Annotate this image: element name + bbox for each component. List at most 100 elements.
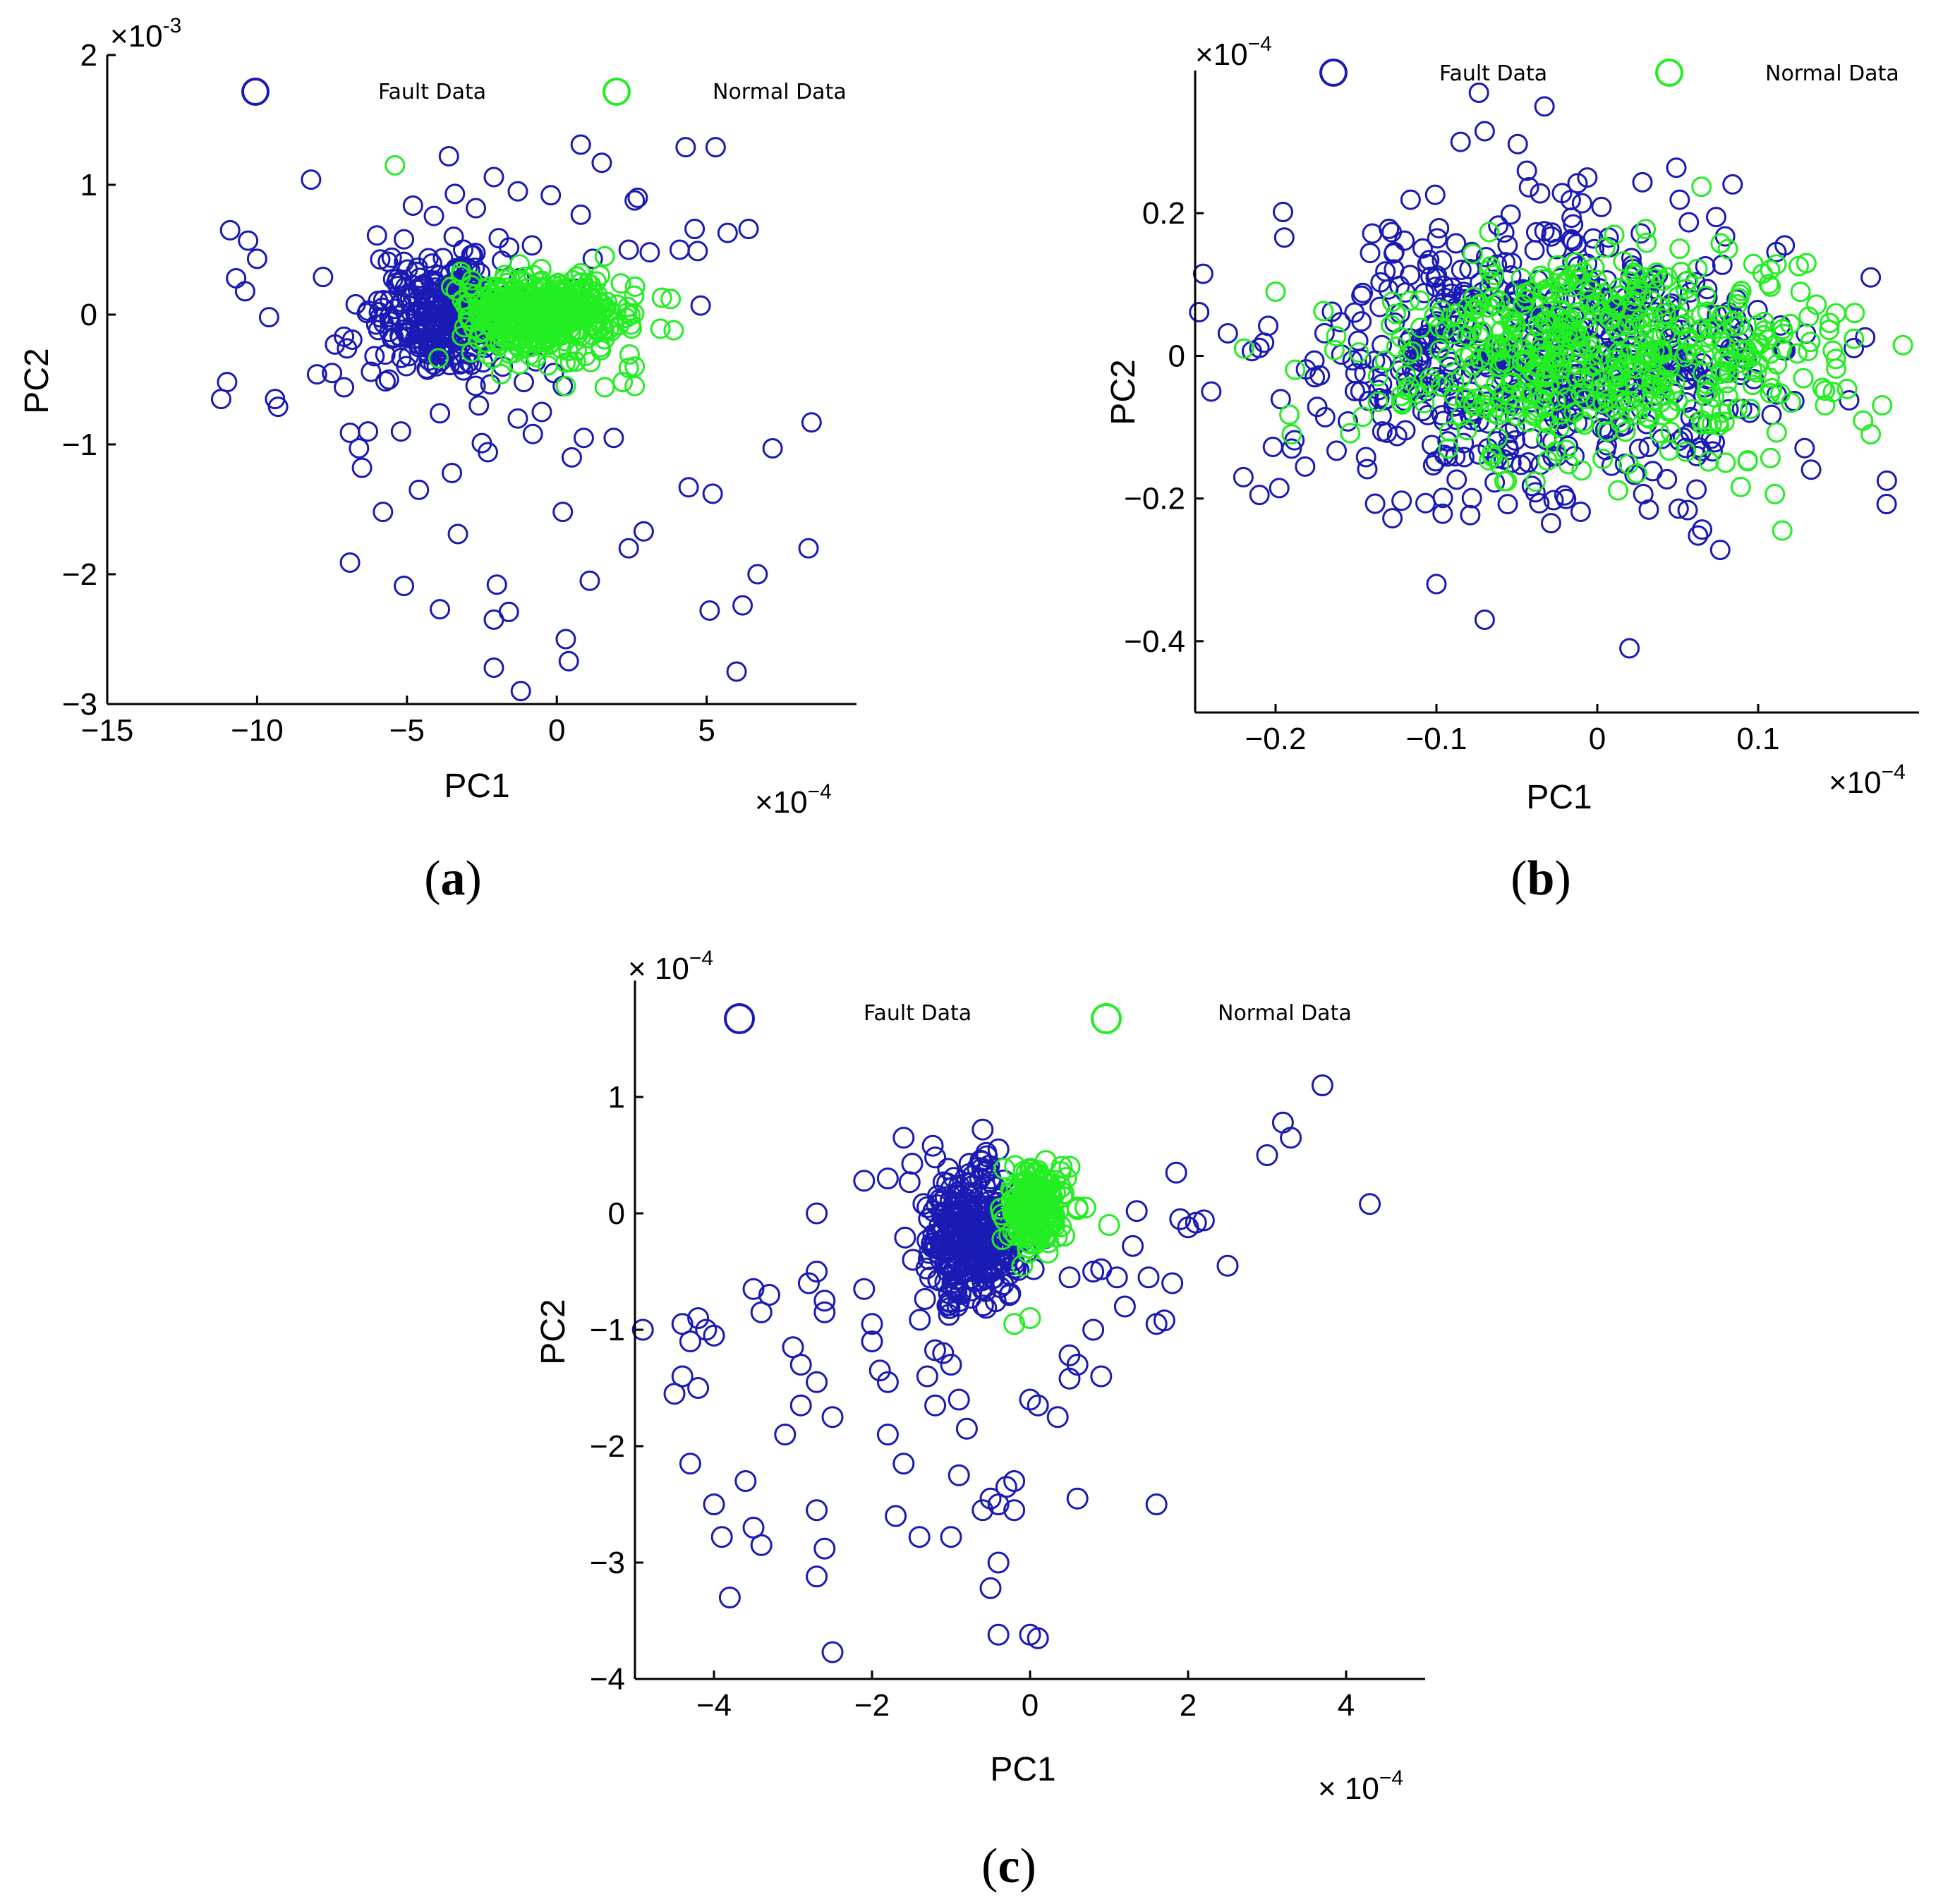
data-point-b-normal	[1630, 309, 1651, 330]
data-point-c-fault	[679, 1330, 701, 1352]
data-point-b-normal	[1652, 308, 1673, 329]
caption-a: (a)	[424, 851, 482, 906]
data-point-a-fault	[747, 564, 768, 585]
data-point-a-fault	[423, 205, 444, 226]
y-tick-label-b-2: 0	[1168, 339, 1185, 373]
data-point-b-fault	[1571, 193, 1592, 214]
data-point-a-fault	[555, 629, 576, 650]
data-point-a-fault	[582, 248, 603, 269]
series-a-normal	[385, 154, 684, 398]
data-point-c-fault	[987, 1493, 1010, 1515]
data-point-b-normal	[1551, 352, 1573, 373]
data-point-a-fault	[413, 298, 434, 319]
data-point-c-fault	[1271, 1111, 1294, 1134]
data-point-b-fault	[1495, 252, 1516, 273]
legend-a: Fault Data Normal Data	[241, 78, 847, 106]
data-point-b-normal	[1495, 402, 1516, 423]
data-point-a-fault	[627, 187, 648, 208]
data-point-c-normal	[1003, 1313, 1026, 1335]
x-tick-label-c-2: 0	[1022, 1688, 1039, 1723]
data-point-c-fault	[972, 1201, 995, 1224]
data-point-b-fault	[1686, 479, 1707, 500]
data-point-a-normal	[385, 154, 406, 176]
data-point-b-normal	[1549, 417, 1570, 438]
data-point-b-normal	[1537, 284, 1558, 305]
caption-b: (b)	[1511, 851, 1571, 906]
y-tick-label-c-1: −3	[590, 1546, 625, 1580]
data-point-b-fault	[1855, 327, 1876, 348]
data-point-a-normal	[454, 295, 476, 316]
y-exponent-value-b: −4	[1248, 32, 1272, 56]
data-point-b-normal	[1461, 320, 1482, 341]
data-point-c-fault	[975, 1141, 998, 1164]
data-point-b-normal	[1766, 422, 1787, 443]
data-point-b-fault	[1378, 279, 1399, 300]
data-point-b-normal	[1451, 368, 1472, 389]
data-point-a-normal	[621, 318, 642, 339]
caption-letter-c: c	[998, 1839, 1019, 1893]
data-point-c-fault	[960, 1287, 982, 1309]
data-point-a-normal	[565, 351, 586, 372]
data-point-b-normal	[1535, 367, 1556, 388]
data-point-b-normal	[1742, 375, 1763, 396]
data-point-a-fault	[591, 152, 612, 174]
data-point-a-fault	[390, 421, 411, 442]
data-point-b-normal	[1676, 441, 1697, 462]
data-point-c-fault	[1280, 1127, 1302, 1149]
x-tick-label-a-2: −5	[389, 713, 425, 748]
data-point-b-fault	[1497, 235, 1518, 256]
data-point-c-fault	[663, 1383, 686, 1405]
data-point-b-normal	[1700, 325, 1721, 346]
data-point-c-fault	[894, 1226, 916, 1249]
data-point-b-fault	[1338, 411, 1359, 432]
data-point-c-normal	[1004, 1155, 1027, 1177]
data-point-c-normal	[1058, 1156, 1081, 1178]
data-point-b-normal	[1626, 463, 1647, 484]
data-point-c-fault	[885, 1505, 907, 1527]
data-point-b-fault	[1540, 513, 1561, 534]
data-point-a-normal	[470, 322, 491, 344]
data-point-b-normal	[1760, 447, 1781, 468]
data-point-a-normal	[651, 287, 672, 308]
data-point-b-normal	[1592, 393, 1614, 414]
data-point-b-normal	[1463, 395, 1484, 416]
data-point-c-fault	[1359, 1193, 1381, 1215]
data-point-a-normal	[586, 320, 607, 341]
data-point-b-fault	[1364, 493, 1386, 514]
data-point-b-fault	[1518, 177, 1539, 198]
data-point-a-normal	[582, 325, 603, 346]
data-point-b-fault	[1314, 322, 1335, 344]
data-point-b-normal	[1396, 380, 1417, 401]
caption-letter-a: a	[441, 851, 466, 906]
data-point-c-fault	[921, 1134, 944, 1157]
data-point-b-normal	[1352, 406, 1374, 428]
data-point-a-fault	[368, 301, 389, 322]
data-point-a-fault	[368, 291, 389, 312]
data-point-b-normal	[1825, 348, 1846, 370]
x-tick-label-a-1: −10	[231, 713, 284, 748]
series-a-fault	[210, 134, 822, 702]
data-point-c-fault	[1082, 1318, 1105, 1341]
data-point-b-normal	[1399, 290, 1420, 311]
data-point-b-fault	[1382, 508, 1403, 529]
data-point-a-fault	[394, 319, 415, 340]
data-point-a-normal	[663, 320, 684, 341]
data-point-c-normal	[1040, 1215, 1063, 1237]
data-point-a-normal	[550, 282, 571, 303]
data-point-b-fault	[1355, 447, 1376, 468]
data-point-b-normal	[1402, 341, 1423, 362]
data-point-b-normal	[1836, 378, 1858, 399]
data-point-b-normal	[1439, 421, 1460, 442]
data-point-b-normal	[1313, 301, 1334, 322]
data-point-b-fault	[1876, 470, 1897, 491]
data-point-b-fault	[1258, 315, 1279, 336]
data-point-b-fault	[1396, 372, 1417, 393]
data-point-c-fault	[813, 1537, 836, 1560]
data-point-a-fault	[438, 146, 459, 167]
data-point-a-fault	[402, 195, 423, 216]
data-point-a-fault	[561, 447, 582, 468]
data-point-b-normal	[1515, 289, 1537, 310]
y-tick-label-c-0: −4	[590, 1662, 625, 1697]
